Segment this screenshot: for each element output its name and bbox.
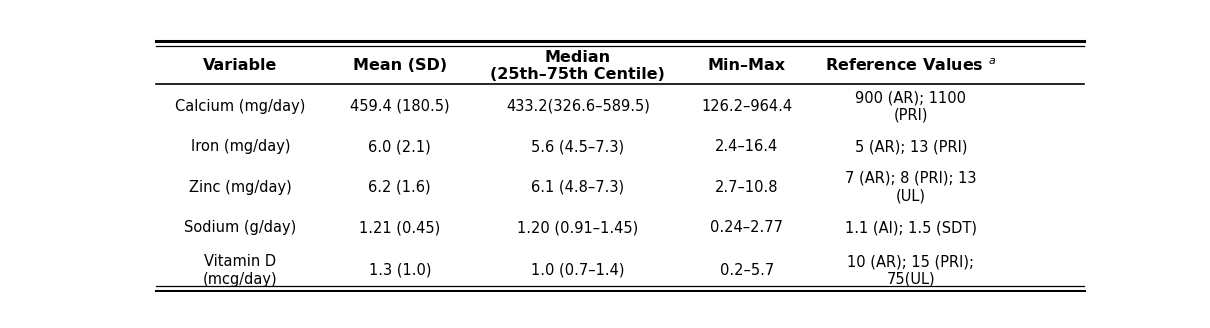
Text: 459.4 (180.5): 459.4 (180.5)	[350, 99, 450, 114]
Text: 6.1 (4.8–7.3): 6.1 (4.8–7.3)	[531, 180, 624, 195]
Text: Zinc (mg/day): Zinc (mg/day)	[189, 180, 292, 195]
Text: 1.0 (0.7–1.4): 1.0 (0.7–1.4)	[531, 263, 624, 278]
Text: 6.0 (2.1): 6.0 (2.1)	[368, 139, 431, 154]
Text: 433.2(326.6–589.5): 433.2(326.6–589.5)	[506, 99, 650, 114]
Text: Min–Max: Min–Max	[708, 58, 785, 73]
Text: 900 (AR); 1100
(PRI): 900 (AR); 1100 (PRI)	[855, 90, 967, 122]
Text: 5 (AR); 13 (PRI): 5 (AR); 13 (PRI)	[854, 139, 967, 154]
Text: 126.2–964.4: 126.2–964.4	[701, 99, 793, 114]
Text: Vitamin D
(mcg/day): Vitamin D (mcg/day)	[203, 254, 277, 287]
Text: 2.4–16.4: 2.4–16.4	[715, 139, 778, 154]
Text: Iron (mg/day): Iron (mg/day)	[191, 139, 290, 154]
Text: Sodium (g/day): Sodium (g/day)	[184, 220, 296, 235]
Text: 1.21 (0.45): 1.21 (0.45)	[359, 220, 440, 235]
Text: Calcium (mg/day): Calcium (mg/day)	[175, 99, 305, 114]
Text: 5.6 (4.5–7.3): 5.6 (4.5–7.3)	[531, 139, 624, 154]
Text: Reference Values $^a$: Reference Values $^a$	[825, 58, 997, 74]
Text: Variable: Variable	[203, 58, 277, 73]
Text: Median
(25th–75th Centile): Median (25th–75th Centile)	[490, 50, 666, 82]
Text: 10 (AR); 15 (PRI);
75(UL): 10 (AR); 15 (PRI); 75(UL)	[847, 254, 974, 287]
Text: Mean (SD): Mean (SD)	[352, 58, 446, 73]
Text: 0.24–2.77: 0.24–2.77	[710, 220, 783, 235]
Text: 6.2 (1.6): 6.2 (1.6)	[368, 180, 431, 195]
Text: 1.3 (1.0): 1.3 (1.0)	[369, 263, 431, 278]
Text: 1.20 (0.91–1.45): 1.20 (0.91–1.45)	[518, 220, 639, 235]
Text: 7 (AR); 8 (PRI); 13
(UL): 7 (AR); 8 (PRI); 13 (UL)	[845, 171, 976, 203]
Text: 1.1 (AI); 1.5 (SDT): 1.1 (AI); 1.5 (SDT)	[845, 220, 976, 235]
Text: 2.7–10.8: 2.7–10.8	[715, 180, 778, 195]
Text: 0.2–5.7: 0.2–5.7	[720, 263, 774, 278]
